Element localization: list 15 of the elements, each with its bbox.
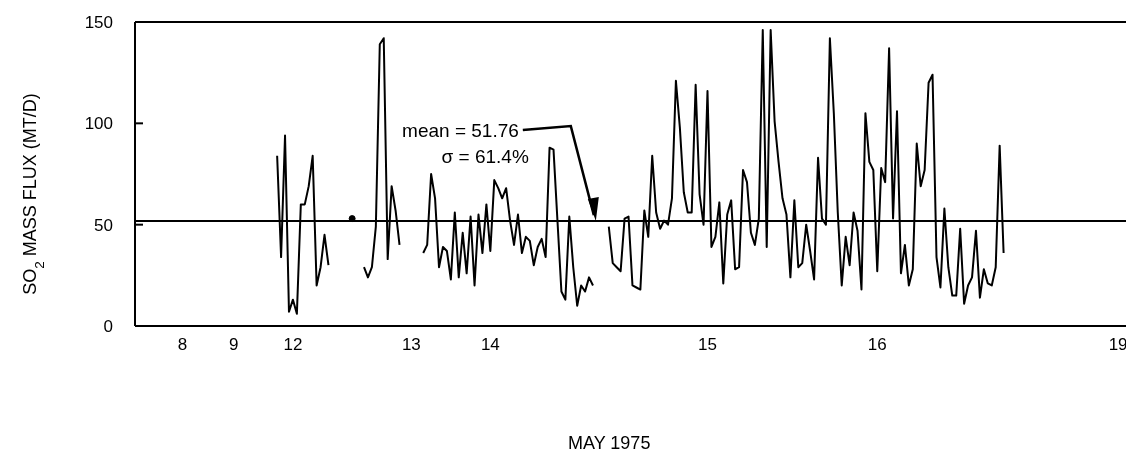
x-tick-label: 12	[283, 335, 303, 354]
x-tick-label: 13	[401, 335, 421, 354]
y-tick-label: 0	[103, 317, 113, 336]
x-axis-title: MAY 1975	[568, 433, 651, 454]
x-tick-label: 19	[1108, 335, 1128, 354]
x-tick-label: 9	[228, 335, 239, 354]
x-tick-label: 16	[867, 335, 887, 354]
y-tick-label: 150	[84, 13, 113, 32]
annotation: mean = 51.76	[402, 120, 519, 142]
annotation: σ = 61.4%	[441, 146, 529, 168]
x-tick-label: 15	[698, 335, 717, 354]
y-tick-label: 100	[84, 114, 113, 134]
x-tick-label: 8	[177, 335, 188, 354]
y-tick-label: 50	[94, 215, 113, 235]
x-tick-label: 14	[480, 335, 500, 354]
